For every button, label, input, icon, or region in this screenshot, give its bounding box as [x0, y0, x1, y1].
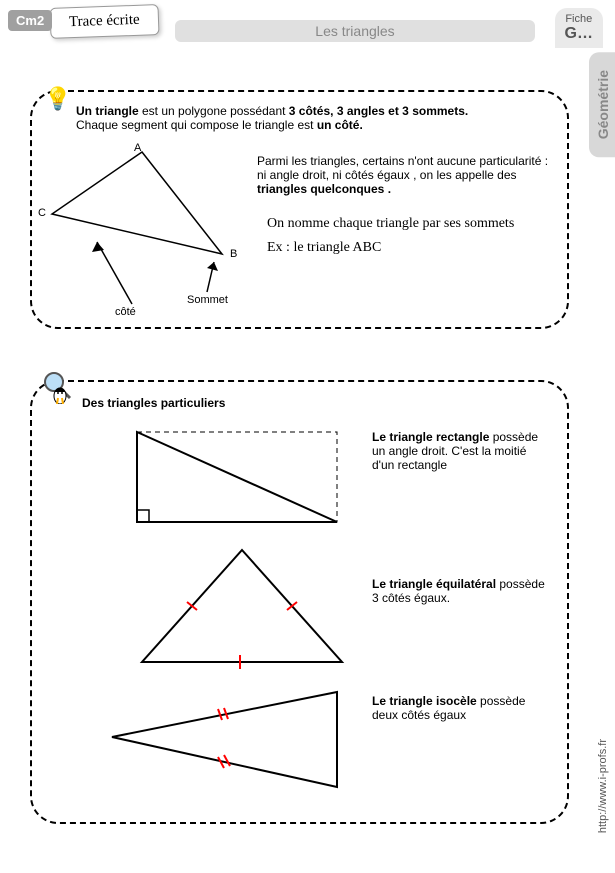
footer-url: http://www.i-profs.fr [597, 739, 609, 833]
page-title: Les triangles [175, 20, 535, 42]
def-bold-3: un côté. [317, 118, 363, 132]
particular-triangles-box: Des triangles particuliers Le triangle r… [30, 380, 569, 824]
magnifier-icon [40, 368, 76, 404]
lightbulb-icon: 💡 [44, 86, 71, 112]
triangle-vertex-a: A [134, 142, 141, 154]
quelconque-text: Parmi les triangles, certains n'ont aucu… [257, 154, 553, 196]
quelc-line-1: Parmi les triangles, certains n'ont aucu… [257, 154, 548, 168]
triangle-rectangle-text: Le triangle rectangle possède un angle d… [372, 430, 551, 472]
quelc-line-3: triangles quelconques . [257, 182, 391, 196]
definition-text: Un triangle est un polygone possédant 3 … [76, 104, 555, 132]
label-cote: côté [115, 306, 136, 318]
triangle-quelconque-diagram [42, 144, 252, 314]
grade-badge: Cm2 [8, 10, 52, 31]
def-bold-2: 3 côtés, 3 angles et 3 sommets. [289, 104, 468, 118]
box2-title: Des triangles particuliers [82, 396, 225, 410]
subject-tab: Géométrie [589, 52, 615, 157]
definition-box: 💡 Un triangle est un polygone possédant … [30, 90, 569, 329]
quelc-line-2: ni angle droit, ni côtés égaux , on les … [257, 168, 517, 182]
triangle-vertex-c: C [38, 207, 46, 219]
section-tag: Trace écrite [49, 4, 159, 39]
cursive-line-1: On nomme chaque triangle par ses sommets [267, 216, 514, 231]
fiche-label: Fiche [565, 13, 592, 25]
cursive-note: On nomme chaque triangle par ses sommets… [267, 212, 553, 260]
fiche-letter: G… [565, 25, 593, 43]
label-sommet: Sommet [187, 294, 228, 306]
def-text-1: est un polygone possédant [139, 104, 289, 118]
triangle-equilateral-diagram [127, 542, 357, 672]
def-bold-1: Un triangle [76, 104, 139, 118]
triangle-equilateral-text: Le triangle équilatéral possède 3 côtés … [372, 577, 551, 605]
equi-bold: Le triangle équilatéral [372, 577, 496, 591]
fiche-tab: Fiche G… [555, 8, 603, 48]
triangle-isocele-diagram [102, 682, 352, 802]
triangle-rectangle-diagram [127, 422, 357, 532]
cursive-line-2: Ex : le triangle ABC [267, 240, 381, 255]
def-text-2: Chaque segment qui compose le triangle e… [76, 118, 317, 132]
iso-bold: Le triangle isocèle [372, 694, 477, 708]
triangle-vertex-b: B [230, 248, 237, 260]
rect-bold: Le triangle rectangle [372, 430, 489, 444]
triangle-isocele-text: Le triangle isocèle possède deux côtés é… [372, 694, 551, 722]
